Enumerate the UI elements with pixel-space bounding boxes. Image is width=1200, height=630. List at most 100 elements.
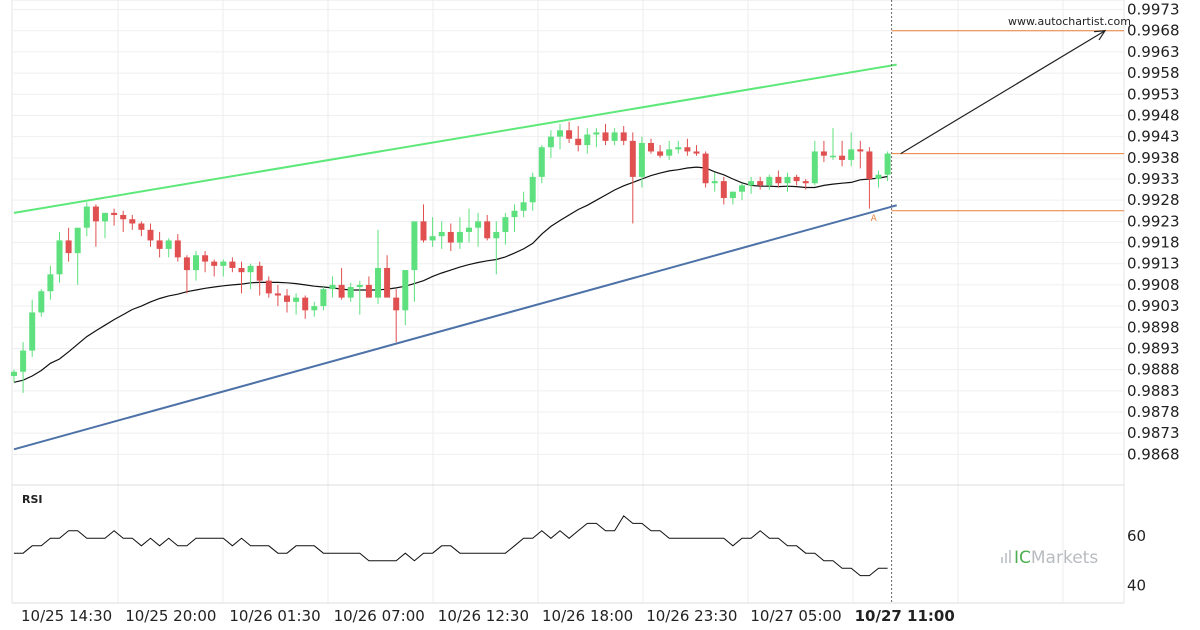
candle-body <box>593 132 600 135</box>
candle <box>793 174 800 186</box>
candle <box>739 183 745 201</box>
candle-body <box>475 221 482 228</box>
moving-average-line <box>13 166 888 383</box>
candle <box>629 132 636 224</box>
candle <box>111 208 118 226</box>
candle-body <box>247 265 254 273</box>
candle-body <box>211 261 218 266</box>
resistance-line <box>13 63 897 214</box>
candle-body <box>402 270 409 311</box>
candle-body <box>666 149 673 156</box>
candle-body <box>456 231 463 243</box>
time-tick-label: 10/26 18:00 <box>542 607 633 625</box>
candle-body <box>284 295 290 302</box>
candle-body <box>220 261 227 266</box>
candle-body <box>720 181 727 199</box>
candle-body <box>502 217 509 232</box>
candle-body <box>611 132 618 141</box>
price-tick-label: 0.9968 <box>1127 22 1180 40</box>
candle-body <box>684 147 691 152</box>
price-tick-label: 0.9903 <box>1127 297 1180 315</box>
candle <box>802 178 809 190</box>
candle-body <box>274 293 281 296</box>
candle-body <box>265 280 272 294</box>
candle-body <box>102 212 108 222</box>
candle-body <box>47 274 54 292</box>
candle-body <box>830 155 836 158</box>
candle <box>274 284 281 307</box>
candle <box>365 276 372 298</box>
candle <box>684 138 691 156</box>
candle <box>566 121 573 143</box>
candle <box>220 259 227 277</box>
price-tick-label: 0.9953 <box>1127 85 1180 103</box>
candle <box>29 299 36 357</box>
candle <box>438 221 445 249</box>
brand-prefix: IC <box>1014 548 1031 568</box>
candle <box>775 170 782 188</box>
candle <box>638 136 645 188</box>
candle-body <box>629 140 636 177</box>
candle-body <box>884 153 891 175</box>
candle-body <box>529 176 536 203</box>
candle-body <box>329 284 336 290</box>
projection-arrowhead <box>1093 30 1107 41</box>
candles <box>11 121 891 393</box>
price-tick-label: 0.9878 <box>1127 403 1180 421</box>
candle <box>666 140 673 160</box>
candle <box>429 217 436 247</box>
candle <box>202 251 209 273</box>
candle <box>83 202 90 237</box>
price-tick-label: 0.9948 <box>1127 106 1180 124</box>
candle <box>857 140 864 169</box>
candle-body <box>138 223 145 230</box>
time-tick-label: 10/27 11:00 <box>855 607 955 625</box>
candle <box>484 215 491 241</box>
price-tick-label: 0.9868 <box>1127 445 1180 463</box>
candle <box>92 204 99 247</box>
candle-body <box>111 212 118 216</box>
time-tick-label: 10/26 12:30 <box>438 607 529 625</box>
candle <box>147 223 154 247</box>
candle-body <box>729 191 736 199</box>
brand-logo: ICMarkets <box>1001 548 1098 568</box>
rsi-title: RSI <box>22 493 43 506</box>
candle-body <box>584 134 591 146</box>
candle-body <box>538 147 545 177</box>
candle-body <box>638 142 645 177</box>
candle-body <box>365 284 372 298</box>
candle <box>11 369 17 383</box>
candle <box>420 204 427 243</box>
candle <box>211 259 218 277</box>
candle <box>193 251 199 281</box>
price-tick-label: 0.9893 <box>1127 339 1180 357</box>
candle-body <box>165 240 172 249</box>
price-tick-label: 0.9873 <box>1127 424 1180 442</box>
candle-body <box>466 227 472 232</box>
price-levels: A <box>871 0 1124 603</box>
candle-body <box>520 202 527 211</box>
candle <box>693 145 700 156</box>
candle <box>547 130 554 158</box>
candle <box>174 234 181 262</box>
candle-body <box>693 151 700 154</box>
candle-body <box>393 297 400 311</box>
brand-logo-text: ICMarkets <box>1014 548 1098 568</box>
candle-body <box>384 267 391 298</box>
price-tick-label: 0.9973 <box>1127 1 1180 19</box>
candle <box>156 231 163 258</box>
candle-body <box>866 151 873 179</box>
candle <box>265 276 272 298</box>
candle <box>529 172 536 211</box>
price-tick-label: 0.9908 <box>1127 276 1180 294</box>
candle <box>183 255 190 294</box>
candle-body <box>29 312 36 351</box>
candle <box>584 128 591 154</box>
candle <box>302 295 309 319</box>
candle-body <box>120 215 127 220</box>
candle <box>65 227 72 262</box>
price-tick-label: 0.9958 <box>1127 64 1180 82</box>
candle-body <box>56 240 63 275</box>
candle <box>47 265 54 300</box>
candle <box>675 140 682 154</box>
